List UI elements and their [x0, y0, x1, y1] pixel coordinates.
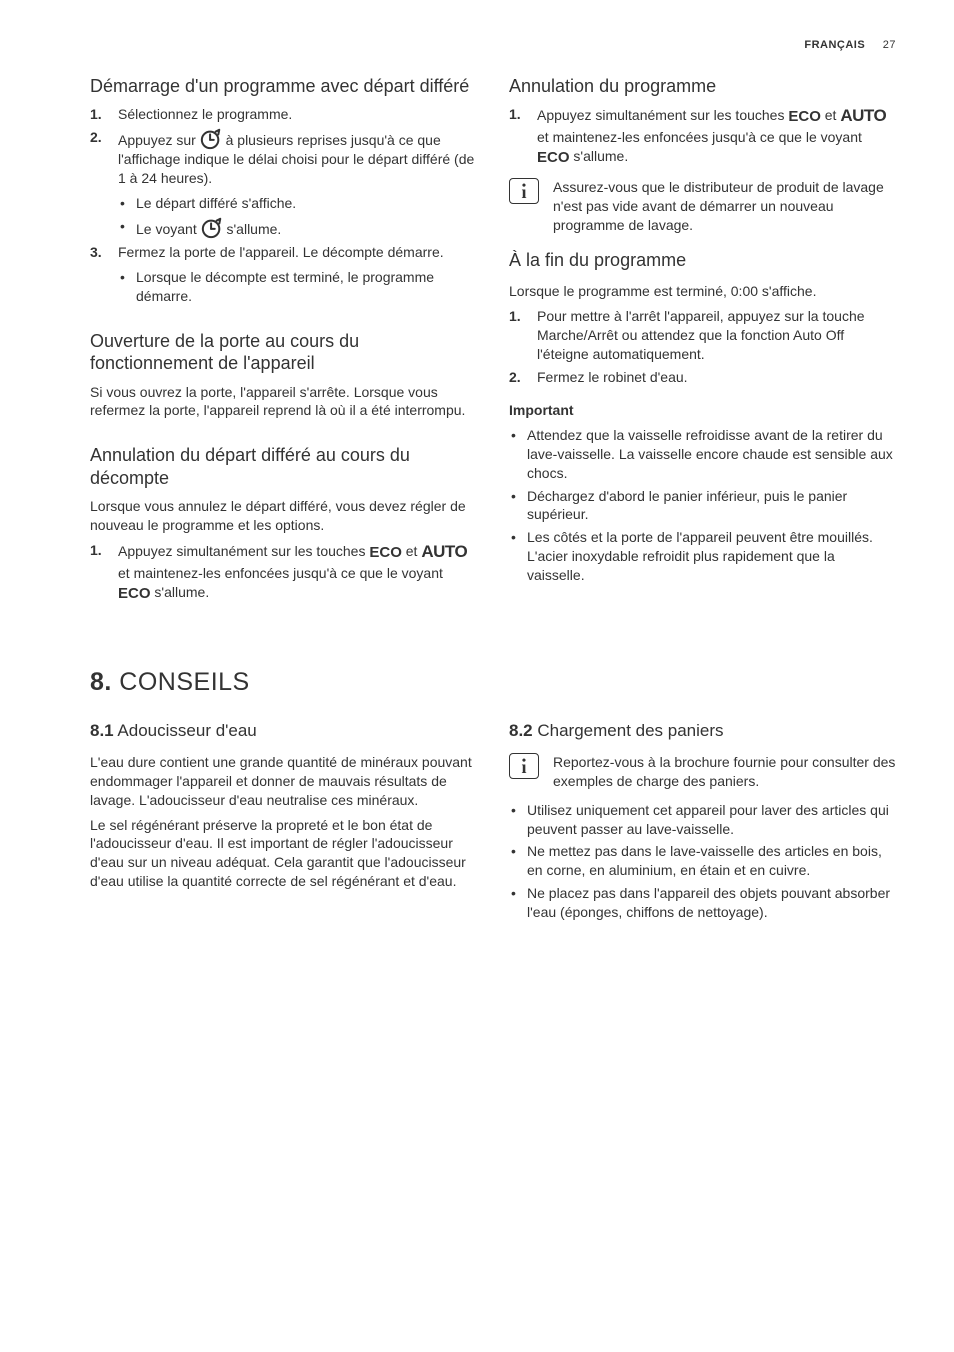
info-text: Assurez-vous que le distributeur de prod… — [553, 178, 896, 235]
steps-annulation-depart: Appuyez simultanément sur les touches et… — [90, 541, 477, 604]
step-1: Sélectionnez le programme. — [90, 105, 477, 124]
step-3-sublist: Lorsque le décompte est terminé, le prog… — [118, 268, 477, 306]
sub-text: Lorsque le décompte est terminé, le prog… — [136, 269, 434, 304]
right-column: Annulation du programme Appuyez simultan… — [509, 75, 896, 608]
t: Ne mettez pas dans le lave-vaisselle des… — [527, 843, 882, 878]
step-2-text-a: Appuyez sur — [118, 132, 200, 148]
clock-icon — [200, 128, 222, 150]
info-box-brochure: Reportez-vous à la brochure fournie pour… — [509, 753, 896, 791]
info-icon — [509, 178, 539, 204]
info-icon — [509, 753, 539, 779]
list-82: Utilisez uniquement cet appareil pour la… — [509, 801, 896, 922]
step-3-text: Fermez la porte de l'appareil. Le décomp… — [118, 244, 444, 260]
chapter-columns: 8.1 Adoucisseur d'eau L'eau dure contien… — [90, 720, 896, 926]
chapter-title: CONSEILS — [112, 668, 250, 696]
left-column: Démarrage d'un programme avec départ dif… — [90, 75, 477, 608]
t: Déchargez d'abord le panier inférieur, p… — [527, 488, 847, 523]
eco-icon — [369, 544, 402, 561]
chapter-num: 8. — [90, 668, 112, 696]
t: Les côtés et la porte de l'appareil peuv… — [527, 529, 873, 583]
t-d: s'allume. — [570, 148, 629, 164]
t-a: Appuyez simultanément sur les touches — [537, 107, 788, 123]
step-2-sub-2: Le voyant s'allume. — [118, 217, 477, 239]
li-2: Ne mettez pas dans le lave-vaisselle des… — [509, 842, 896, 880]
para-fin: Lorsque le programme est terminé, 0:00 s… — [509, 282, 896, 301]
sub-text: Le départ différé s'affiche. — [136, 195, 296, 211]
step-2-sub-1: Le départ différé s'affiche. — [118, 194, 477, 213]
txt: Adoucisseur d'eau — [114, 721, 257, 740]
t: Fermez le robinet d'eau. — [537, 369, 688, 385]
imp-2: Déchargez d'abord le panier inférieur, p… — [509, 487, 896, 525]
clock-icon — [201, 217, 223, 239]
heading-ouverture: Ouverture de la porte au cours du foncti… — [90, 330, 477, 375]
auto-icon: AUTO — [421, 544, 467, 561]
auto-icon: AUTO — [840, 108, 886, 125]
t: Utilisez uniquement cet appareil pour la… — [527, 802, 889, 837]
heading-annulation-depart: Annulation du départ différé au cours du… — [90, 444, 477, 489]
step-2-sublist: Le départ différé s'affiche. Le voyant s… — [118, 194, 477, 239]
t-c: et maintenez-les enfoncées jusqu'à ce qu… — [537, 129, 862, 145]
eco-icon — [788, 108, 821, 125]
t-c: et maintenez-les enfoncées jusqu'à ce qu… — [118, 565, 443, 581]
steps-fin: Pour mettre à l'arrêt l'appareil, appuye… — [509, 307, 896, 387]
header-lang: FRANÇAIS — [804, 39, 865, 51]
t: Pour mettre à l'arrêt l'appareil, appuye… — [537, 308, 865, 362]
chapter-heading: 8. CONSEILS — [90, 666, 896, 700]
step-1-text: Sélectionnez le programme. — [118, 106, 292, 122]
t-b: et — [821, 107, 840, 123]
t: Attendez que la vaisselle refroidisse av… — [527, 427, 893, 481]
step-3: Fermez la porte de l'appareil. Le décomp… — [90, 243, 477, 306]
content-columns: Démarrage d'un programme avec départ dif… — [90, 75, 896, 608]
sub-text-b: s'allume. — [223, 221, 282, 237]
steps-demarrage: Sélectionnez le programme. Appuyez sur à… — [90, 105, 477, 305]
t: Ne placez pas dans l'appareil des objets… — [527, 885, 890, 920]
step-1: Appuyez simultanément sur les touches et… — [90, 541, 477, 604]
para-81-1: L'eau dure contient une grande quantité … — [90, 753, 477, 810]
num: 8.1 — [90, 721, 114, 740]
heading-8-2: 8.2 Chargement des paniers — [509, 720, 896, 743]
para-81-2: Le sel régénérant préserve la propreté e… — [90, 816, 477, 892]
t-d: s'allume. — [151, 584, 210, 600]
important-label: Important — [509, 401, 896, 420]
step-3-sub-1: Lorsque le décompte est terminé, le prog… — [118, 268, 477, 306]
important-list: Attendez que la vaisselle refroidisse av… — [509, 426, 896, 585]
step-1: Pour mettre à l'arrêt l'appareil, appuye… — [509, 307, 896, 364]
step-2: Appuyez sur à plusieurs reprises jusqu'à… — [90, 128, 477, 239]
steps-annulation-prog: Appuyez simultanément sur les touches et… — [509, 105, 896, 168]
left-column-ch8: 8.1 Adoucisseur d'eau L'eau dure contien… — [90, 720, 477, 926]
heading-8-1: 8.1 Adoucisseur d'eau — [90, 720, 477, 743]
sub-text-a: Le voyant — [136, 221, 201, 237]
step-2: Fermez le robinet d'eau. — [509, 368, 896, 387]
li-3: Ne placez pas dans l'appareil des objets… — [509, 884, 896, 922]
info-text: Reportez-vous à la brochure fournie pour… — [553, 753, 896, 791]
eco-icon — [118, 585, 151, 602]
t-a: Appuyez simultanément sur les touches — [118, 543, 369, 559]
imp-3: Les côtés et la porte de l'appareil peuv… — [509, 528, 896, 585]
para-ouverture: Si vous ouvrez la porte, l'appareil s'ar… — [90, 383, 477, 421]
heading-demarrage: Démarrage d'un programme avec départ dif… — [90, 75, 477, 98]
heading-fin-programme: À la fin du programme — [509, 249, 896, 272]
page-header: FRANÇAIS 27 — [90, 38, 896, 53]
txt: Chargement des paniers — [533, 721, 724, 740]
t-b: et — [402, 543, 421, 559]
page-number: 27 — [883, 39, 896, 51]
imp-1: Attendez que la vaisselle refroidisse av… — [509, 426, 896, 483]
info-box-distributeur: Assurez-vous que le distributeur de prod… — [509, 178, 896, 235]
para-annulation-depart: Lorsque vous annulez le départ différé, … — [90, 497, 477, 535]
step-1: Appuyez simultanément sur les touches et… — [509, 105, 896, 168]
eco-icon — [537, 149, 570, 166]
li-1: Utilisez uniquement cet appareil pour la… — [509, 801, 896, 839]
right-column-ch8: 8.2 Chargement des paniers Reportez-vous… — [509, 720, 896, 926]
heading-annulation-prog: Annulation du programme — [509, 75, 896, 98]
num: 8.2 — [509, 721, 533, 740]
